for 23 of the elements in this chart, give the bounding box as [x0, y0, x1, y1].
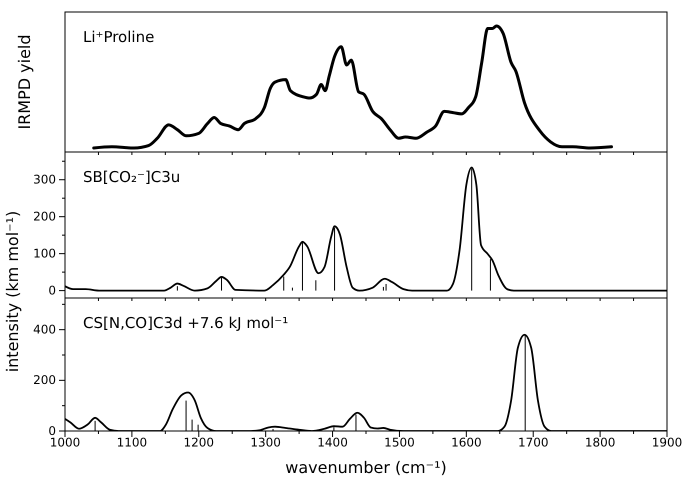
x-tick-label: 1500 — [384, 436, 415, 450]
y-tick-label: 200 — [33, 373, 56, 388]
x-tick-label: 1600 — [451, 436, 482, 450]
y-tick-label: 0 — [48, 283, 56, 298]
chart-title: Li⁺Proline — [83, 28, 154, 46]
x-tick-label: 1000 — [50, 436, 80, 450]
x-tick-label: 1300 — [250, 436, 281, 450]
y-tick-label: 200 — [33, 210, 56, 224]
text: SB[CO₂⁻]C3u — [83, 168, 180, 186]
y-tick-label: 100 — [33, 246, 56, 260]
x-tick-label: 1100 — [116, 436, 148, 450]
x-tick-label: 1200 — [184, 436, 214, 450]
x-tick-label: 1700 — [518, 436, 548, 450]
y-tick-label: 400 — [33, 322, 56, 337]
x-axis-title: wavenumber (cm⁻¹) — [285, 458, 447, 477]
x-tick-label: 1900 — [652, 436, 682, 450]
x-tick-label: 1400 — [317, 436, 348, 450]
y-tick-label: 300 — [33, 172, 56, 187]
y-axis-title: IRMPD yield — [15, 34, 34, 130]
y-tick-label: 0 — [48, 424, 56, 438]
x-tick-label: 1800 — [584, 436, 616, 450]
text: CS[N,CO]C3d +7.6 kJ mol⁻¹ — [83, 314, 288, 332]
y-axis-title: intensity (km mol⁻¹) — [3, 210, 22, 372]
